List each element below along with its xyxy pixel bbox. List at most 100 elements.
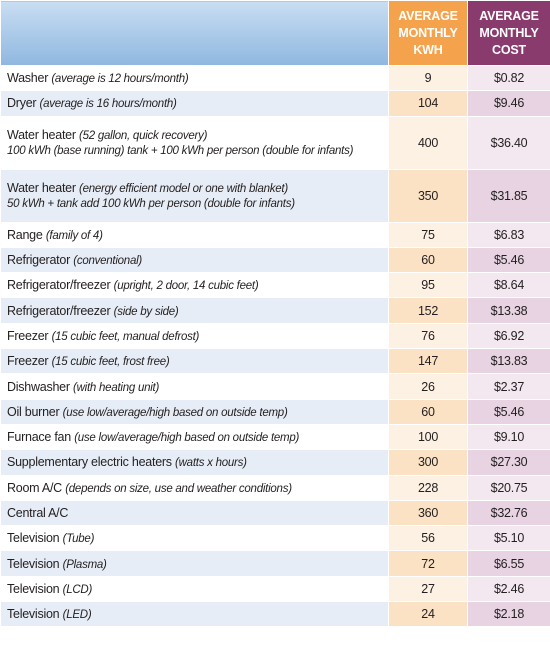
appliance-label: Refrigerator/freezer	[7, 303, 111, 318]
appliance-cell: Freezer (15 cubic feet, frost free)	[0, 348, 389, 375]
appliance-label: Dishwasher	[7, 379, 70, 394]
kwh-cell: 400	[388, 115, 468, 170]
appliance-label: Washer	[7, 71, 49, 86]
kwh-cell: 300	[388, 449, 468, 476]
appliance-note: (average is 12 hours/month)	[51, 73, 189, 86]
table-row: Television (LCD) 27 $2.46	[0, 575, 550, 603]
cost-cell: $5.10	[467, 525, 550, 552]
cost-cell: $9.46	[467, 90, 550, 117]
cost-cell: $6.92	[467, 322, 550, 350]
appliance-label: Dryer	[7, 96, 37, 111]
table-row: Supplementary electric heaters (watts x …	[0, 449, 550, 476]
appliance-note: (family of 4)	[45, 229, 103, 242]
cost-cell: $36.40	[467, 115, 550, 170]
table-row: Central A/C 360 $32.76	[0, 499, 550, 527]
appliance-note: (depends on size, use and weather condit…	[65, 482, 292, 495]
appliance-note: (Tube)	[62, 533, 95, 546]
appliance-label: Television	[7, 531, 60, 546]
table-row: Water heater (52 gallon, quick recovery)…	[0, 115, 550, 170]
appliance-note: (15 cubic feet, manual defrost)	[51, 330, 200, 343]
cost-cell: $2.46	[467, 575, 550, 603]
cost-cell: $9.10	[467, 423, 550, 451]
kwh-cell: 24	[388, 601, 468, 628]
appliance-cell: Water heater (energy efficient model or …	[0, 168, 389, 223]
appliance-label: Refrigerator	[7, 253, 70, 268]
header-blank	[0, 0, 389, 66]
appliance-label: Water heater	[7, 181, 76, 196]
appliance-note: (52 gallon, quick recovery)	[79, 130, 208, 143]
table-row: Freezer (15 cubic feet, frost free) 147 $1…	[0, 348, 550, 375]
table-row: Television (Tube) 56 $5.10	[0, 525, 550, 552]
appliance-cell: Dryer (average is 16 hours/month)	[0, 90, 389, 117]
appliance-cell: Television (LED)	[0, 601, 389, 628]
appliance-note: (watts x hours)	[175, 457, 247, 470]
kwh-cell: 60	[388, 398, 468, 425]
kwh-cell: 76	[388, 322, 468, 350]
appliance-label: Freezer	[7, 328, 49, 343]
kwh-cell: 72	[388, 550, 468, 577]
appliance-label: Central A/C	[7, 506, 69, 520]
appliance-cell: Room A/C (depends on size, use and weath…	[0, 474, 389, 501]
table-row: Dishwasher (with heating unit) 26 $2.37	[0, 373, 550, 400]
cost-cell: $32.76	[467, 499, 550, 527]
appliance-detail: 100 kWh (base running) tank + 100 kWh pe…	[7, 145, 354, 158]
appliance-cell: Refrigerator/freezer (upright, 2 door, 1…	[0, 272, 389, 299]
appliance-label: Room A/C	[7, 480, 62, 495]
appliance-label: Supplementary electric heaters	[7, 455, 172, 470]
appliance-note: (upright, 2 door, 14 cubic feet)	[113, 280, 259, 293]
appliance-cell: Freezer (15 cubic feet, manual defrost)	[0, 322, 389, 350]
appliance-cell: Water heater (52 gallon, quick recovery)…	[0, 115, 389, 170]
table-row: Television (Plasma) 72 $6.55	[0, 550, 550, 577]
appliance-cell: Television (LCD)	[0, 575, 389, 603]
kwh-cell: 152	[388, 297, 468, 324]
appliance-detail: 50 kWh + tank add 100 kWh per person (do…	[7, 198, 295, 211]
table-row: Television (LED) 24 $2.18	[0, 601, 550, 628]
cost-cell: $6.55	[467, 550, 550, 577]
kwh-cell: 26	[388, 373, 468, 400]
kwh-cell: 147	[388, 348, 468, 375]
appliance-label: Television	[7, 581, 60, 596]
appliance-cell: Oil burner (use low/average/high based o…	[0, 398, 389, 425]
cost-cell: $13.38	[467, 297, 550, 324]
table-body: Washer (average is 12 hours/month) 9 $0.82…	[0, 64, 550, 628]
kwh-cell: 95	[388, 272, 468, 299]
kwh-cell: 104	[388, 90, 468, 117]
appliance-cell: Central A/C	[0, 499, 389, 527]
cost-cell: $31.85	[467, 168, 550, 223]
kwh-cell: 360	[388, 499, 468, 527]
appliance-note: (average is 16 hours/month)	[39, 98, 177, 111]
cost-cell: $5.46	[467, 246, 550, 274]
table-row: Range (family of 4) 75 $6.83	[0, 221, 550, 248]
table-row: Dryer (average is 16 hours/month) 104 $9.4…	[0, 90, 550, 117]
cost-cell: $13.83	[467, 348, 550, 375]
appliance-label: Furnace fan	[7, 430, 71, 445]
kwh-cell: 100	[388, 423, 468, 451]
cost-cell: $20.75	[467, 474, 550, 501]
appliance-cell: Range (family of 4)	[0, 221, 389, 248]
appliance-label: Freezer	[7, 354, 49, 369]
table-row: Room A/C (depends on size, use and weath…	[0, 474, 550, 501]
table-row: Refrigerator/freezer (upright, 2 door, 1…	[0, 272, 550, 299]
appliance-label: Water heater	[7, 128, 76, 143]
cost-cell: $8.64	[467, 272, 550, 299]
header-row: AVERAGE MONTHLY KWH AVERAGE MONTHLY COST	[0, 0, 550, 66]
table-row: Oil burner (use low/average/high based o…	[0, 398, 550, 425]
appliance-note: (LED)	[62, 609, 92, 622]
appliance-cell: Dishwasher (with heating unit)	[0, 373, 389, 400]
appliance-note: (use low/average/high based on outside t…	[62, 406, 288, 419]
appliance-note: (15 cubic feet, frost free)	[51, 356, 170, 369]
appliance-label: Television	[7, 556, 60, 571]
table-row: Refrigerator/freezer (side by side) 152 $1…	[0, 297, 550, 324]
cost-cell: $0.82	[467, 64, 550, 92]
cost-cell: $6.83	[467, 221, 550, 248]
appliance-note: (conventional)	[73, 255, 142, 268]
appliance-label: Television	[7, 607, 60, 622]
cost-cell: $27.30	[467, 449, 550, 476]
appliance-cell: Television (Plasma)	[0, 550, 389, 577]
kwh-cell: 27	[388, 575, 468, 603]
appliance-note: (use low/average/high based on outside t…	[74, 432, 300, 445]
appliance-cell: Refrigerator (conventional)	[0, 246, 389, 274]
appliance-cell: Refrigerator/freezer (side by side)	[0, 297, 389, 324]
appliance-cell: Television (Tube)	[0, 525, 389, 552]
